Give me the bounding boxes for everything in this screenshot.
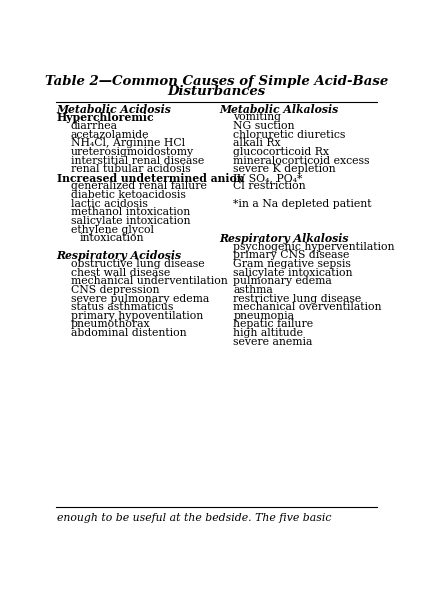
Text: Hyperchloremic: Hyperchloremic — [57, 113, 154, 123]
Text: Metabolic Acidosis: Metabolic Acidosis — [57, 104, 171, 115]
Text: NH₄Cl, Arginine HCl: NH₄Cl, Arginine HCl — [70, 138, 185, 148]
Text: pulmonary edema: pulmonary edema — [233, 276, 332, 287]
Text: Respiratory Alkalosis: Respiratory Alkalosis — [219, 233, 349, 244]
Text: obstructive lung disease: obstructive lung disease — [70, 259, 204, 269]
Text: Metabolic Alkalosis: Metabolic Alkalosis — [219, 104, 338, 115]
Text: alkali Rx: alkali Rx — [233, 138, 281, 148]
Text: generalized renal failure: generalized renal failure — [70, 181, 206, 191]
Text: Disturbances: Disturbances — [167, 85, 265, 98]
Text: NG suction: NG suction — [233, 121, 295, 131]
Text: asthma: asthma — [233, 285, 273, 295]
Text: salicylate intoxication: salicylate intoxication — [70, 216, 190, 226]
Text: psychogenic hyperventilation: psychogenic hyperventilation — [233, 242, 395, 252]
Text: ethylene glycol: ethylene glycol — [70, 225, 154, 235]
Text: severe anemia: severe anemia — [233, 337, 313, 347]
Text: glucocorticoid Rx: glucocorticoid Rx — [233, 147, 329, 157]
Text: status asthmaticus: status asthmaticus — [70, 302, 173, 312]
Text: Table 2—Common Causes of Simple Acid-Base: Table 2—Common Causes of Simple Acid-Bas… — [45, 75, 388, 88]
Text: diabetic ketoacidosis: diabetic ketoacidosis — [70, 190, 185, 200]
Text: mechanical underventilation: mechanical underventilation — [70, 276, 227, 287]
Text: mineralocorticoid excess: mineralocorticoid excess — [233, 155, 370, 166]
Text: severe pulmonary edema: severe pulmonary edema — [70, 294, 209, 303]
Text: IV SO₄, PO₄*: IV SO₄, PO₄* — [233, 173, 303, 183]
Text: restrictive lung disease: restrictive lung disease — [233, 294, 362, 303]
Text: severe K depletion: severe K depletion — [233, 164, 336, 174]
Text: Respiratory Acidosis: Respiratory Acidosis — [57, 250, 182, 261]
Text: salicylate intoxication: salicylate intoxication — [233, 268, 353, 278]
Text: high altitude: high altitude — [233, 328, 303, 338]
Text: Cl restriction: Cl restriction — [233, 181, 306, 191]
Text: pneumothorax: pneumothorax — [70, 320, 150, 329]
Text: hepatic failure: hepatic failure — [233, 320, 314, 329]
Text: primary hypoventilation: primary hypoventilation — [70, 311, 203, 321]
Text: CNS depression: CNS depression — [70, 285, 159, 295]
Text: chloruretic diuretics: chloruretic diuretics — [233, 129, 346, 140]
Text: Gram negative sepsis: Gram negative sepsis — [233, 259, 351, 269]
Text: interstitial renal disease: interstitial renal disease — [70, 155, 204, 166]
Text: ureterosigmoidostomy: ureterosigmoidostomy — [70, 147, 194, 157]
Text: enough to be useful at the bedside. The five basic: enough to be useful at the bedside. The … — [57, 513, 331, 523]
Text: Increased undetermined anion: Increased undetermined anion — [57, 173, 244, 184]
Text: renal tubular acidosis: renal tubular acidosis — [70, 164, 190, 174]
Text: methanol intoxication: methanol intoxication — [70, 207, 190, 217]
Text: chest wall disease: chest wall disease — [70, 268, 170, 278]
Text: vomiting: vomiting — [233, 113, 281, 122]
Text: abdominal distention: abdominal distention — [70, 328, 186, 338]
Text: primary CNS disease: primary CNS disease — [233, 250, 350, 261]
Text: intoxication: intoxication — [80, 233, 144, 243]
Text: *in a Na depleted patient: *in a Na depleted patient — [233, 199, 372, 209]
Text: pneumonia: pneumonia — [233, 311, 294, 321]
Text: mechanical overventilation: mechanical overventilation — [233, 302, 382, 312]
Text: acetazolamide: acetazolamide — [70, 129, 149, 140]
Text: diarrhea: diarrhea — [70, 121, 118, 131]
Text: lactic acidosis: lactic acidosis — [70, 199, 147, 209]
